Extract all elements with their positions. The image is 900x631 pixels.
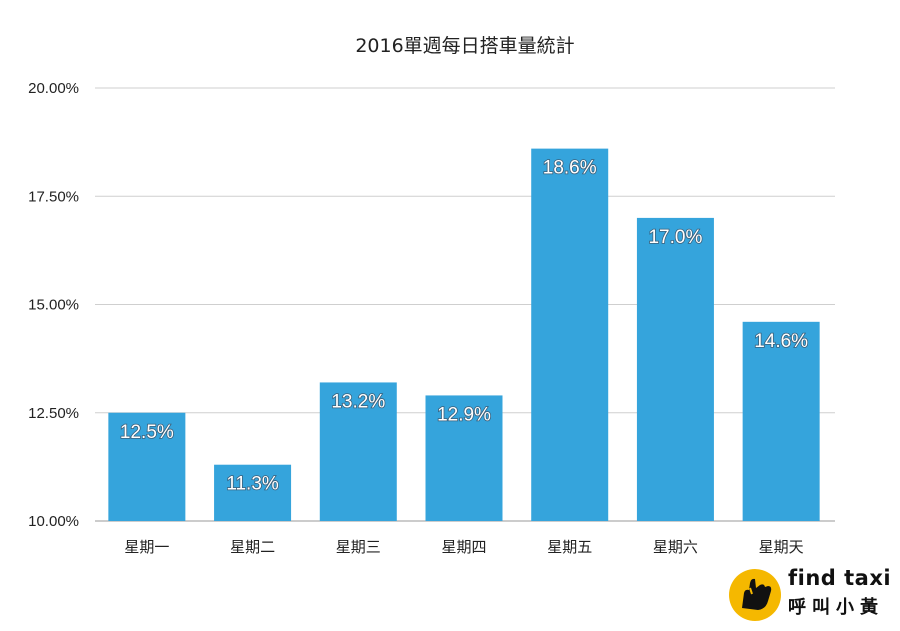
x-category-label: 星期二	[230, 538, 275, 556]
data-label: 12.9%	[437, 404, 491, 425]
bar	[319, 382, 397, 521]
data-label: 11.3%	[226, 474, 279, 495]
chart-title: 2016單週每日搭車量統計	[355, 35, 574, 57]
y-tick-label: 15.00%	[28, 297, 79, 314]
x-category-label: 星期一	[124, 538, 169, 556]
x-category-label: 星期天	[759, 538, 804, 556]
x-category-label: 星期五	[547, 538, 592, 556]
bar	[636, 217, 714, 521]
y-tick-label: 17.50%	[28, 188, 79, 205]
brand-name-zh: 呼叫小黃	[788, 597, 884, 618]
x-category-label: 星期四	[441, 538, 486, 556]
bar	[531, 148, 609, 521]
y-axis-ticks: 10.00% 12.50% 15.00% 17.50% 20.00%	[28, 80, 79, 530]
data-label: 13.2%	[331, 391, 385, 412]
y-tick-label: 12.50%	[28, 405, 79, 422]
x-category-label: 星期六	[653, 538, 698, 556]
data-label: 14.6%	[754, 331, 808, 352]
brand-name-en: find taxi	[788, 566, 892, 590]
x-category-label: 星期三	[336, 538, 381, 556]
find-taxi-logo: find taxi 呼叫小黃	[728, 566, 892, 622]
bars	[108, 148, 820, 521]
x-axis-categories: 星期一 星期二 星期三 星期四 星期五 星期六 星期天	[124, 538, 803, 556]
bar	[214, 464, 292, 521]
y-tick-label: 20.00%	[28, 80, 79, 97]
bar	[742, 321, 820, 521]
taxi-hand-icon	[729, 569, 781, 621]
data-label: 12.5%	[120, 422, 174, 443]
bar	[425, 395, 503, 521]
data-label: 17.0%	[648, 227, 702, 248]
data-labels: 12.5% 11.3% 13.2% 12.9% 18.6% 17.0% 14.6%	[119, 157, 809, 496]
data-label: 18.6%	[543, 158, 597, 179]
bar	[108, 412, 186, 521]
y-tick-label: 10.00%	[28, 513, 79, 530]
